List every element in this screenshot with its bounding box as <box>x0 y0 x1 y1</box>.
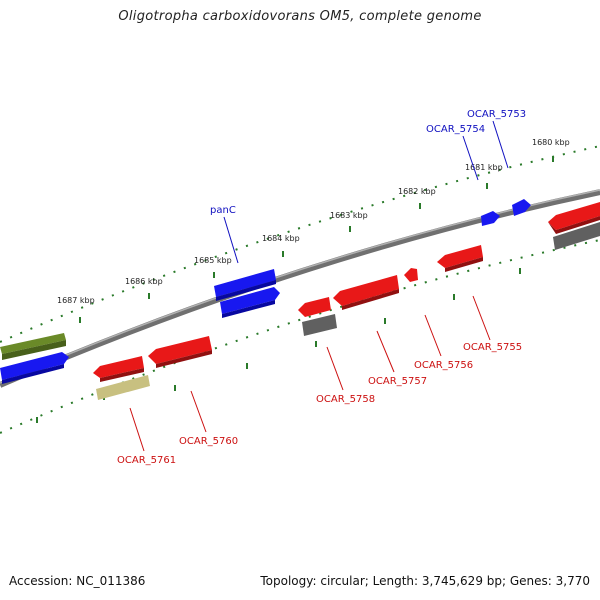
gene-ocar5758 <box>302 314 337 336</box>
gene-ocar5757-shade <box>342 289 399 310</box>
backbone-line <box>0 189 600 388</box>
gene-red-mid <box>298 297 331 317</box>
label-ocar5756: OCAR_5756 <box>414 360 473 371</box>
label-panC: panC <box>210 205 236 216</box>
green-feature <box>0 333 66 354</box>
tick-label-1680: 1680 kbp <box>532 138 570 147</box>
label-ocar5760: OCAR_5760 <box>179 436 238 447</box>
reverse-strand-genes <box>93 202 600 400</box>
green-feature-shade <box>2 340 66 360</box>
gene-ocar5755 <box>437 245 483 268</box>
accession-text: Accession: NC_011386 <box>9 574 146 588</box>
map-title: Oligotropha carboxidovorans OM5, complet… <box>118 9 482 24</box>
backbone-highlight <box>0 189 600 384</box>
gene-blue-left <box>0 352 69 380</box>
gene-ocar5755-shade <box>445 257 483 272</box>
inner-major-ticks <box>36 268 521 423</box>
tick-label-1687: 1687 kbp <box>57 296 95 305</box>
tick-label-1686: 1686 kbp <box>125 277 163 286</box>
label-ocar5757: OCAR_5757 <box>368 376 427 387</box>
tick-label-1683: 1683 kbp <box>330 211 368 220</box>
gene-panC-shade <box>216 280 276 301</box>
gene-ocar5760 <box>148 336 212 364</box>
gene-ocar5756 <box>404 268 418 282</box>
gene-ocar5760-shade <box>156 350 212 368</box>
forward-strand-genes <box>0 199 531 384</box>
gene-grey-far-right <box>553 222 600 250</box>
tick-label-1685: 1685 kbp <box>194 256 232 265</box>
gene-red-far-right <box>548 202 600 230</box>
label-ocar5761: OCAR_5761 <box>117 455 176 466</box>
tick-label-1684: 1684 kbp <box>262 234 300 243</box>
label-leaders <box>129 120 509 452</box>
tick-label-1681: 1681 kbp <box>465 163 503 172</box>
gene-red-far-right-shade <box>548 216 600 234</box>
outer-major-ticks <box>79 156 554 323</box>
gene-ocar5754 <box>481 211 500 226</box>
gene-red-left <box>93 356 144 378</box>
label-ocar5758: OCAR_5758 <box>316 394 375 405</box>
gene-red-left-shade <box>100 368 144 382</box>
inner-tick-track <box>0 239 600 434</box>
genome-stats-text: Topology: circular; Length: 3,745,629 bp… <box>260 574 590 588</box>
gene-blue-right <box>220 287 280 314</box>
gene-panC <box>214 269 276 297</box>
gene-blue-left-shade <box>2 364 64 384</box>
gene-blue-right-shade <box>222 300 275 318</box>
label-ocar5753: OCAR_5753 <box>467 109 526 120</box>
gene-ocar5757 <box>333 275 399 306</box>
outer-tick-track <box>0 145 600 343</box>
label-ocar5755: OCAR_5755 <box>463 342 522 353</box>
label-ocar5754: OCAR_5754 <box>426 124 485 135</box>
gene-ocar5753 <box>512 199 531 216</box>
gene-ocar5761 <box>96 375 150 400</box>
tick-label-1682: 1682 kbp <box>398 187 436 196</box>
